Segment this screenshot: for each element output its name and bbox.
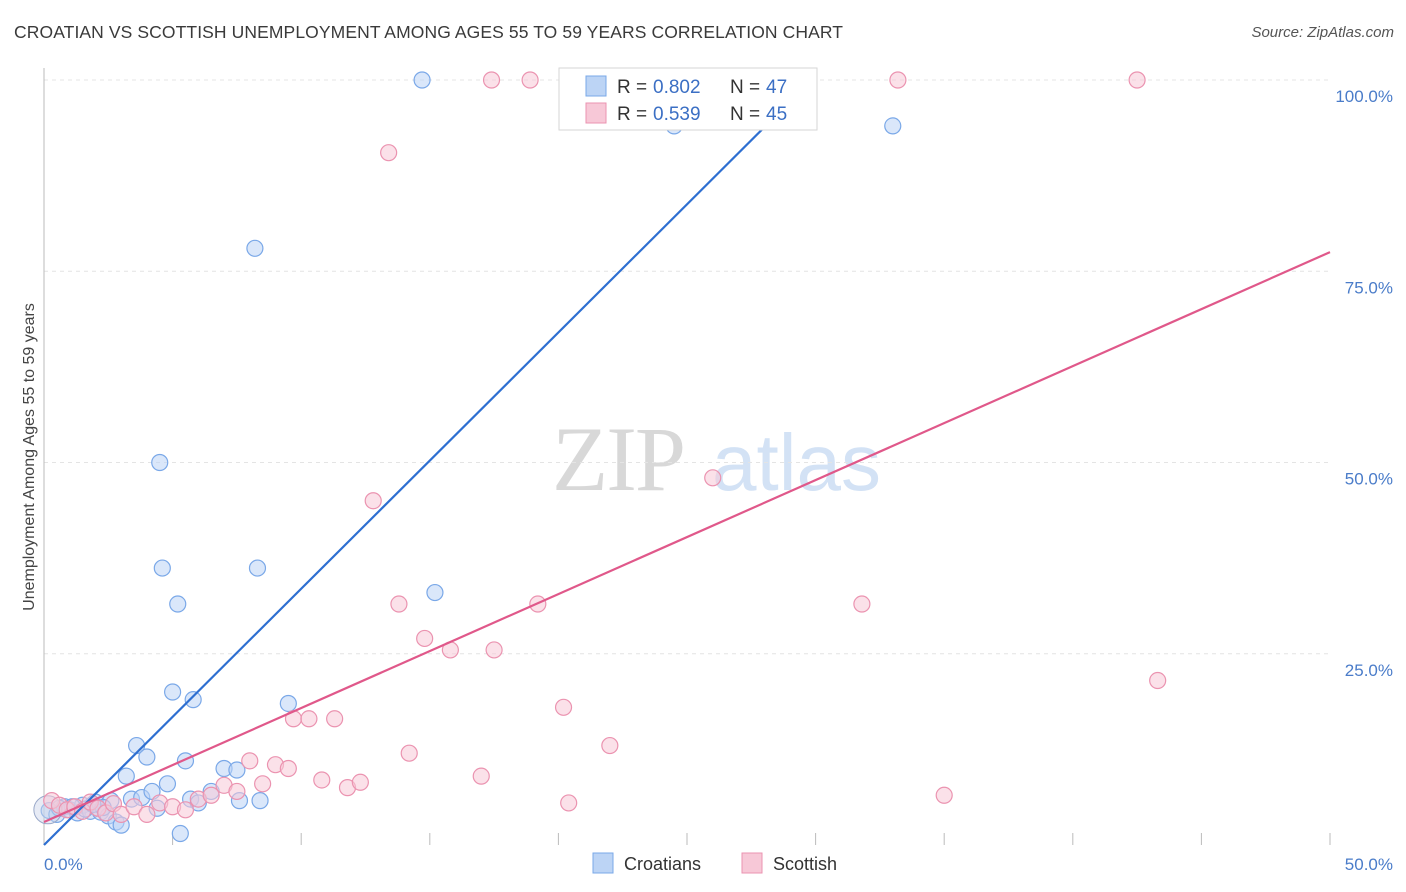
point-croatians-28 [184, 691, 202, 709]
point-scottish-11 [138, 805, 156, 824]
y-axis-label: Unemployment Among Ages 55 to 59 years [21, 303, 38, 611]
point-scottish-25 [313, 771, 331, 789]
point-croatians-35 [248, 559, 267, 577]
trend-lines [43, 75, 1331, 846]
point-scottish-45 [889, 71, 907, 89]
source-credit: Source: ZipAtlas.com [1251, 24, 1394, 41]
point-croatians-41 [884, 117, 902, 135]
point-croatians-13 [117, 767, 135, 785]
point-croatians-36 [251, 792, 269, 810]
legend-r-label-croatians: R = [617, 77, 647, 98]
bottom-legend: Croatians Scottish [592, 852, 837, 874]
point-scottish-32 [400, 744, 418, 762]
point-scottish-24 [300, 710, 318, 728]
point-scottish-29 [364, 492, 382, 510]
trend-line-scottish [43, 251, 1331, 824]
x-tick-label-50: 50.0% [1345, 855, 1393, 874]
point-croatians-17 [138, 748, 156, 766]
y-tick-label-100: 100.0% [1335, 87, 1393, 106]
grid-lines [44, 79, 1330, 655]
point-croatians-23 [164, 683, 182, 701]
tick-labels: 25.0% 50.0% 75.0% 100.0% 0.0% 50.0% [44, 87, 1393, 874]
point-scottish-20 [254, 775, 272, 793]
point-scottish-30 [380, 144, 398, 162]
trend-line-croatians [43, 75, 817, 846]
bottom-legend-croatians: Croatians [624, 854, 701, 874]
point-scottish-22 [279, 759, 297, 778]
point-scottish-37 [485, 641, 503, 659]
chart-title: CROATIAN VS SCOTTISH UNEMPLOYMENT AMONG … [14, 22, 844, 42]
point-scottish-9 [112, 805, 130, 824]
point-scottish-28 [351, 773, 369, 791]
point-croatians-39 [426, 583, 444, 602]
point-scottish-16 [202, 786, 220, 804]
bottom-legend-swatch-croatians [592, 852, 614, 874]
point-scottish-44 [853, 595, 871, 613]
point-scottish-40 [554, 698, 573, 716]
legend: R = 0.802 N = 47 R = 0.539 N = 45 [558, 67, 818, 131]
point-scottish-46 [935, 786, 953, 804]
point-croatians-34 [246, 239, 264, 257]
y-tick-label-75: 75.0% [1345, 278, 1393, 297]
point-croatians-24 [169, 595, 187, 613]
point-croatians-32 [228, 761, 246, 779]
point-croatians-25 [171, 824, 189, 843]
watermark-zip: ZIP [552, 408, 684, 510]
series-scottish [43, 71, 1167, 824]
point-scottish-41 [560, 794, 578, 812]
point-scottish-35 [472, 767, 490, 785]
point-scottish-19 [241, 752, 259, 770]
legend-n-label-croatians: N = [730, 77, 760, 98]
point-scottish-47 [1128, 71, 1146, 89]
legend-r-label-scottish: R = [617, 104, 647, 125]
point-scottish-42 [601, 736, 619, 755]
legend-n-scottish: 45 [766, 104, 787, 125]
y-tick-label-25: 25.0% [1345, 661, 1393, 680]
y-tick-label-50: 50.0% [1345, 470, 1393, 489]
point-croatians-38 [413, 71, 431, 89]
point-scottish-38 [521, 71, 539, 89]
point-croatians-21 [153, 559, 171, 577]
watermark: ZIP atlas [552, 408, 881, 510]
point-scottish-10 [125, 798, 143, 816]
point-scottish-14 [176, 801, 195, 819]
legend-swatch-croatians [585, 75, 607, 97]
point-croatians-37 [279, 694, 297, 713]
legend-swatch-scottish [585, 102, 607, 124]
point-scottish-48 [1149, 671, 1167, 690]
point-scottish-43 [704, 469, 722, 487]
point-scottish-26 [326, 710, 344, 728]
point-scottish-18 [228, 782, 246, 801]
legend-n-label-scottish: N = [730, 104, 760, 125]
legend-r-scottish: 0.539 [653, 104, 701, 125]
legend-r-croatians: 0.802 [653, 77, 701, 98]
point-croatians-20 [151, 453, 169, 472]
legend-n-croatians: 47 [766, 77, 787, 98]
axes [43, 68, 1331, 845]
point-scottish-31 [390, 595, 408, 613]
x-tick-label-0: 0.0% [44, 855, 83, 874]
bottom-legend-swatch-scottish [741, 852, 763, 874]
point-scottish-36 [482, 71, 501, 89]
point-scottish-33 [416, 629, 434, 648]
point-croatians-22 [158, 775, 177, 793]
bottom-legend-scottish: Scottish [773, 854, 837, 874]
